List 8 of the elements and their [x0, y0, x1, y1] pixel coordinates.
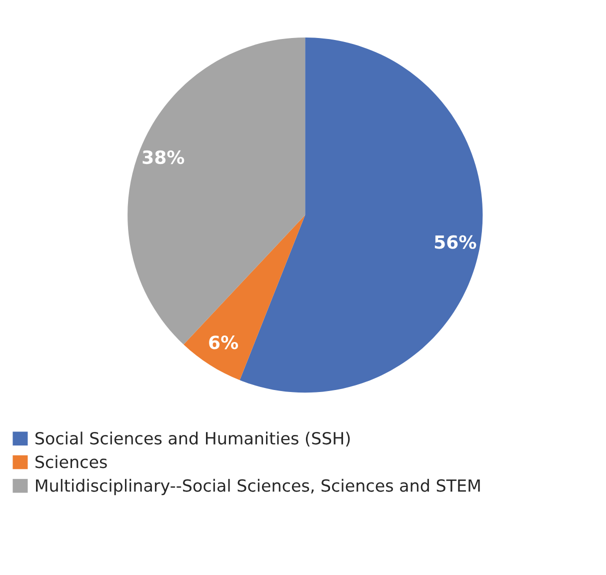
legend-label: Social Sciences and Humanities (SSH) — [35, 432, 350, 447]
data-label: 6% — [209, 336, 238, 350]
pie-slice — [184, 215, 306, 380]
data-label: 56% — [434, 235, 476, 249]
legend-label: Sciences — [35, 455, 107, 468]
legend-label: Multidisciplinary--Social Sciences, Sciences and STEM — [36, 478, 480, 496]
data-label: 38% — [142, 150, 184, 164]
pie-slice — [240, 37, 483, 393]
